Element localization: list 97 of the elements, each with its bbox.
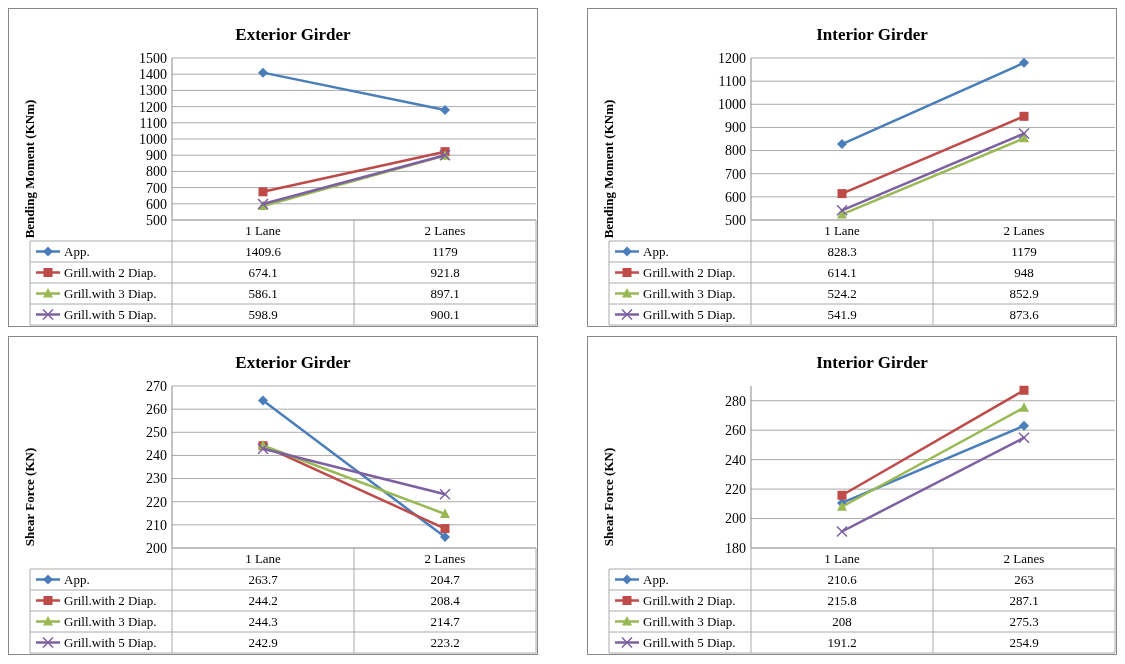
data-label: 873.6 <box>1009 307 1040 323</box>
legend-label: Grill.with 5 Diap. <box>64 635 157 651</box>
x-tick-label: 2 Lanes <box>1003 551 1045 567</box>
y-tick-label: 500 <box>725 212 746 228</box>
y-tick-label: 1100 <box>139 115 167 131</box>
data-label: 541.9 <box>827 307 857 323</box>
legend-label: Grill.with 5 Diap. <box>643 307 736 323</box>
y-tick-label: 250 <box>146 425 167 441</box>
y-tick-label: 280 <box>725 393 746 409</box>
data-label: 215.8 <box>827 593 857 609</box>
legend-label: Grill.with 2 Diap. <box>643 265 736 281</box>
chart-title: Exterior Girder <box>235 353 352 372</box>
y-tick-label: 220 <box>146 494 167 510</box>
legend-label: Grill.with 3 Diap. <box>64 614 157 630</box>
y-tick-label: 1100 <box>718 74 746 90</box>
data-label: 598.9 <box>248 307 278 323</box>
data-label: 191.2 <box>827 635 857 651</box>
y-tick-label: 600 <box>725 189 746 205</box>
legend-label: Grill.with 3 Diap. <box>643 614 736 630</box>
data-label: 244.3 <box>248 614 278 630</box>
data-label: 1409.6 <box>245 244 282 260</box>
data-label: 1179 <box>1011 244 1037 260</box>
legend-label: App. <box>643 244 669 260</box>
y-tick-label: 1400 <box>139 67 167 83</box>
legend-label: Grill.with 2 Diap. <box>64 265 157 281</box>
data-label: 244.2 <box>248 593 278 609</box>
data-label: 674.1 <box>248 265 278 281</box>
y-tick-label: 600 <box>146 196 167 212</box>
data-label: 254.9 <box>1009 635 1039 651</box>
y-tick-label: 200 <box>725 511 746 527</box>
y-tick-label: 240 <box>146 448 167 464</box>
legend-label: Grill.with 5 Diap. <box>64 307 157 323</box>
y-tick-label: 800 <box>725 143 746 159</box>
data-label: 921.8 <box>430 265 460 281</box>
y-tick-label: 900 <box>146 148 167 164</box>
data-label: 210.6 <box>827 572 858 588</box>
y-tick-label: 800 <box>146 164 167 180</box>
legend-label: Grill.with 3 Diap. <box>643 286 736 302</box>
data-label: 897.1 <box>430 286 460 302</box>
y-tick-label: 500 <box>146 212 167 228</box>
y-tick-label: 700 <box>725 166 746 182</box>
data-label: 828.3 <box>827 244 857 260</box>
y-tick-label: 260 <box>146 402 167 418</box>
x-tick-label: 2 Lanes <box>1003 223 1045 239</box>
y-tick-label: 210 <box>146 517 167 533</box>
y-tick-label: 270 <box>146 378 167 394</box>
chart-title: Interior Girder <box>816 25 929 44</box>
y-tick-label: 220 <box>725 481 746 497</box>
y-tick-label: 1200 <box>139 99 167 115</box>
data-label: 852.9 <box>1009 286 1039 302</box>
legend-label: App. <box>643 572 669 588</box>
data-label: 214.7 <box>430 614 461 630</box>
legend-label: Grill.with 5 Diap. <box>643 635 736 651</box>
data-label: 263.7 <box>248 572 279 588</box>
y-tick-label: 240 <box>725 452 746 468</box>
data-label: 242.9 <box>248 635 278 651</box>
y-tick-label: 230 <box>146 471 167 487</box>
data-label: 524.2 <box>827 286 857 302</box>
data-label: 223.2 <box>430 635 460 651</box>
y-tick-label: 900 <box>725 120 746 136</box>
legend-label: App. <box>64 572 90 588</box>
y-axis-title: Bending Moment (KNm) <box>601 99 616 239</box>
data-label: 1179 <box>432 244 458 260</box>
x-tick-label: 2 Lanes <box>424 223 466 239</box>
data-label: 948 <box>1014 265 1034 281</box>
y-tick-label: 200 <box>146 540 167 556</box>
data-label: 208.4 <box>430 593 461 609</box>
chart-title: Exterior Girder <box>235 25 352 44</box>
data-label: 208 <box>832 614 852 630</box>
legend-label: App. <box>64 244 90 260</box>
data-label: 204.7 <box>430 572 461 588</box>
y-tick-label: 1000 <box>718 97 746 113</box>
data-label: 586.1 <box>248 286 278 302</box>
chart-title: Interior Girder <box>816 353 929 372</box>
y-tick-label: 1000 <box>139 131 167 147</box>
data-label: 614.1 <box>827 265 857 281</box>
y-tick-label: 180 <box>725 540 746 556</box>
x-tick-label: 2 Lanes <box>424 551 466 567</box>
x-tick-label: 1 Lane <box>245 551 282 567</box>
y-tick-label: 260 <box>725 423 746 439</box>
x-tick-label: 1 Lane <box>245 223 282 239</box>
y-tick-label: 1500 <box>139 50 167 66</box>
y-axis-title: Shear Force (KN) <box>22 447 37 547</box>
y-tick-label: 1300 <box>139 83 167 99</box>
y-axis-title: Shear Force (KN) <box>601 447 616 547</box>
y-tick-label: 700 <box>146 180 167 196</box>
data-label: 275.3 <box>1009 614 1039 630</box>
data-label: 900.1 <box>430 307 460 323</box>
y-axis-title: Bending Moment (KNm) <box>22 99 37 239</box>
legend-label: Grill.with 2 Diap. <box>64 593 157 609</box>
legend-label: Grill.with 3 Diap. <box>64 286 157 302</box>
x-tick-label: 1 Lane <box>824 551 861 567</box>
data-label: 263 <box>1014 572 1034 588</box>
x-tick-label: 1 Lane <box>824 223 861 239</box>
y-tick-label: 1200 <box>718 50 746 66</box>
data-label: 287.1 <box>1009 593 1039 609</box>
legend-label: Grill.with 2 Diap. <box>643 593 736 609</box>
